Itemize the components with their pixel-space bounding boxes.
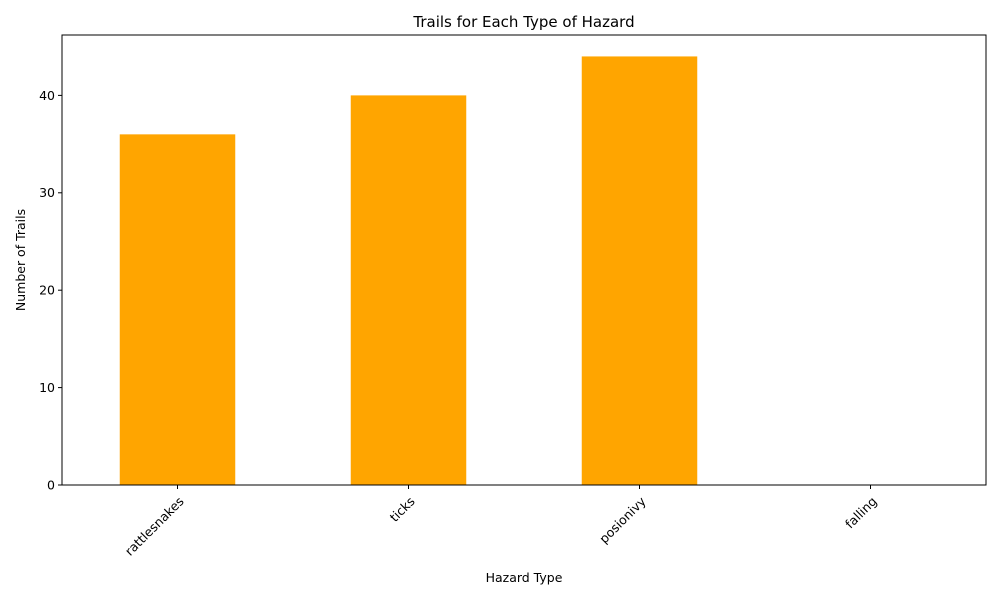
y-tick-label: 30 xyxy=(39,185,55,200)
x-tick-label: falling xyxy=(842,494,880,532)
bar-rattlesnakes xyxy=(119,134,236,485)
x-axis-label: Hazard Type xyxy=(486,570,563,585)
y-axis-label: Number of Trails xyxy=(13,209,28,311)
y-tick-label: 0 xyxy=(47,477,55,492)
y-tick-label: 20 xyxy=(39,283,55,298)
bar-posionivy xyxy=(581,56,698,486)
y-tick-label: 40 xyxy=(39,88,55,103)
plot-frame xyxy=(61,34,987,486)
y-tick-label: 10 xyxy=(39,380,55,395)
x-tick-label: ticks xyxy=(387,494,418,525)
x-axis: rattlesnakes ticks posionivy falling xyxy=(122,485,880,559)
bar-ticks xyxy=(350,95,467,485)
y-axis: 0 10 20 30 40 xyxy=(39,88,62,492)
chart-title: Trails for Each Type of Hazard xyxy=(412,13,634,31)
bars-group xyxy=(119,56,698,486)
x-tick-label: posionivy xyxy=(596,493,649,546)
x-tick-label: rattlesnakes xyxy=(122,494,187,559)
